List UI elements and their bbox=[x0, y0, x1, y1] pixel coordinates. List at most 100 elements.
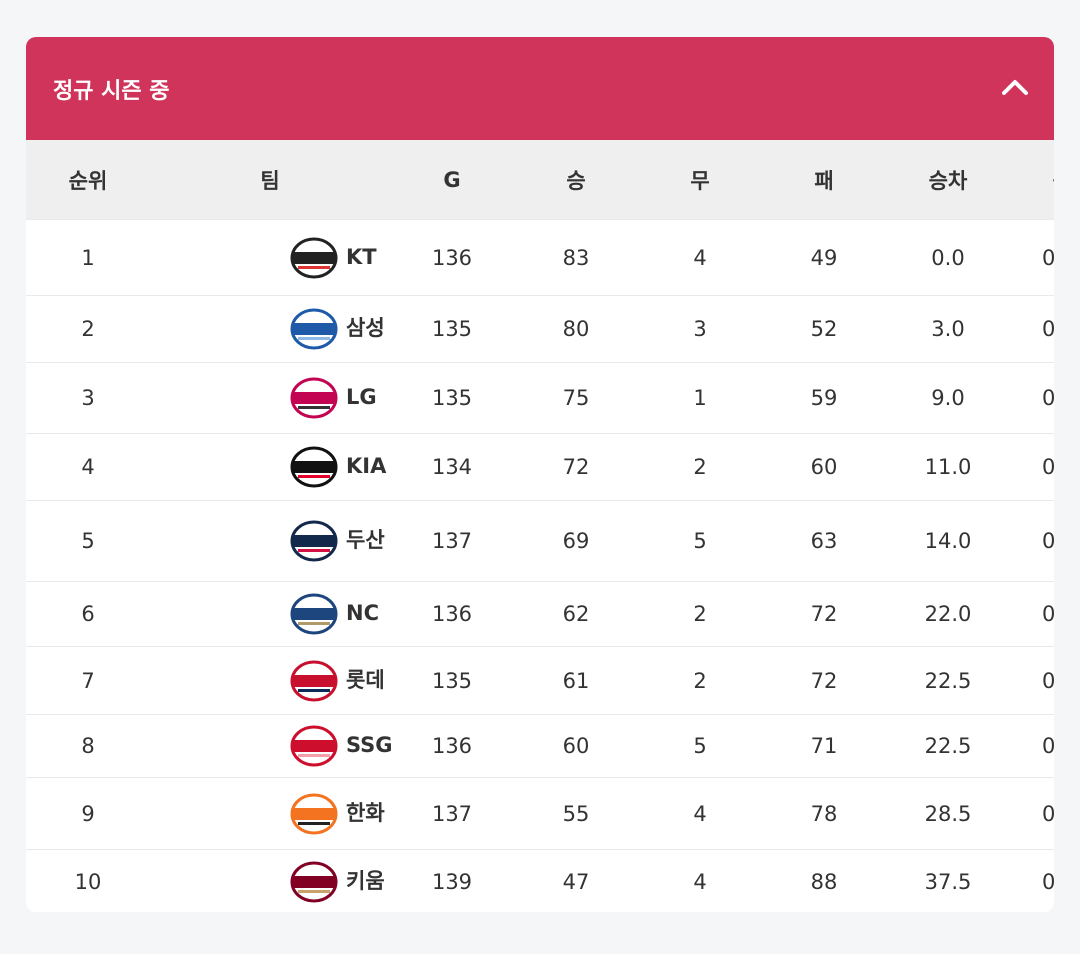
cell: 60 bbox=[514, 714, 638, 778]
collapse-chevron[interactable] bbox=[1000, 77, 1030, 97]
header-row: 순위팀G승무패승차승률 bbox=[26, 140, 1054, 220]
cell: 11.0 bbox=[886, 433, 1010, 501]
cell: 78 bbox=[762, 777, 886, 850]
cell: 59 bbox=[762, 362, 886, 434]
cell: 83 bbox=[514, 219, 638, 296]
team-logo bbox=[290, 308, 338, 350]
cell: 0.458 bbox=[1010, 714, 1054, 778]
cell: 4 bbox=[638, 777, 762, 850]
cell: 72 bbox=[514, 433, 638, 501]
team-name: 한화 bbox=[346, 800, 385, 825]
cell: 136 bbox=[390, 581, 514, 647]
cell: 0.463 bbox=[1010, 581, 1054, 647]
team-name: KIA bbox=[346, 454, 387, 478]
cell: 88 bbox=[762, 849, 886, 912]
cell: 4 bbox=[638, 219, 762, 296]
cell: 6 bbox=[26, 581, 150, 647]
team-name: NC bbox=[346, 601, 379, 625]
cell: 22.5 bbox=[886, 646, 1010, 715]
standings-table: 순위팀G승무패승차승률 1KT136834490.00.6292삼성135803… bbox=[26, 140, 1054, 912]
cell: 5 bbox=[638, 714, 762, 778]
team-cell: 삼성 bbox=[150, 295, 390, 363]
column-header: 팀 bbox=[150, 140, 390, 220]
cell: 62 bbox=[514, 581, 638, 647]
team-logo bbox=[290, 861, 338, 903]
team-cell: LG bbox=[150, 362, 390, 434]
cell: 0.606 bbox=[1010, 295, 1054, 363]
cell: 22.5 bbox=[886, 714, 1010, 778]
cell: 22.0 bbox=[886, 581, 1010, 647]
cell: 80 bbox=[514, 295, 638, 363]
cell: 2 bbox=[638, 646, 762, 715]
team-cell: KIA bbox=[150, 433, 390, 501]
team-name: 삼성 bbox=[346, 316, 385, 340]
cell: 1 bbox=[26, 219, 150, 296]
cell: 75 bbox=[514, 362, 638, 434]
cell: 8 bbox=[26, 714, 150, 778]
cell: 136 bbox=[390, 219, 514, 296]
cell: 61 bbox=[514, 646, 638, 715]
cell: 72 bbox=[762, 581, 886, 647]
cell: 136 bbox=[390, 714, 514, 778]
cell: 28.5 bbox=[886, 777, 1010, 850]
cell: 71 bbox=[762, 714, 886, 778]
cell: 0.629 bbox=[1010, 219, 1054, 296]
cell: 69 bbox=[514, 500, 638, 582]
cell: 10 bbox=[26, 849, 150, 912]
cell: 9.0 bbox=[886, 362, 1010, 434]
cell: 135 bbox=[390, 646, 514, 715]
cell: 3.0 bbox=[886, 295, 1010, 363]
column-header: G bbox=[390, 140, 514, 220]
cell: 135 bbox=[390, 295, 514, 363]
cell: 63 bbox=[762, 500, 886, 582]
team-name: 롯데 bbox=[346, 667, 385, 692]
team-name: LG bbox=[346, 385, 377, 409]
team-cell: SSG bbox=[150, 714, 393, 778]
cell: 134 bbox=[390, 433, 514, 501]
team-logo bbox=[290, 793, 338, 834]
cell: 60 bbox=[762, 433, 886, 501]
cell: 7 bbox=[26, 646, 150, 715]
cell: 2 bbox=[638, 433, 762, 501]
team-logo bbox=[290, 660, 338, 701]
column-header: 승 bbox=[514, 140, 638, 220]
cell: 0.545 bbox=[1010, 433, 1054, 501]
cell: 139 bbox=[390, 849, 514, 912]
cell: 9 bbox=[26, 777, 150, 850]
team-cell: 한화 bbox=[150, 777, 390, 850]
cell: 0.0 bbox=[886, 219, 1010, 296]
cell: 135 bbox=[390, 362, 514, 434]
section-header[interactable]: 정규 시즌 중 bbox=[26, 37, 1054, 140]
team-logo bbox=[290, 377, 338, 419]
team-logo bbox=[290, 520, 338, 562]
column-header: 승차 bbox=[886, 140, 1010, 220]
cell: 2 bbox=[26, 295, 150, 363]
cell: 0.459 bbox=[1010, 646, 1054, 715]
cell: 5 bbox=[26, 500, 150, 582]
team-cell: NC bbox=[150, 581, 390, 647]
cell: 52 bbox=[762, 295, 886, 363]
cell: 137 bbox=[390, 777, 514, 850]
standings-card: 정규 시즌 중 순위팀G승무패승차승률 1KT136834490.00.6292… bbox=[26, 37, 1054, 912]
cell: 1 bbox=[638, 362, 762, 434]
team-cell: KT bbox=[150, 219, 390, 296]
cell: 0.414 bbox=[1010, 777, 1054, 850]
team-name: 키움 bbox=[346, 869, 385, 894]
column-header: 패 bbox=[762, 140, 886, 220]
cell: 5 bbox=[638, 500, 762, 582]
cell: 4 bbox=[638, 849, 762, 912]
cell: 37.5 bbox=[886, 849, 1010, 912]
team-name: KT bbox=[346, 244, 377, 269]
cell: 2 bbox=[638, 581, 762, 647]
team-cell: 롯데 bbox=[150, 646, 390, 715]
cell: 3 bbox=[638, 295, 762, 363]
